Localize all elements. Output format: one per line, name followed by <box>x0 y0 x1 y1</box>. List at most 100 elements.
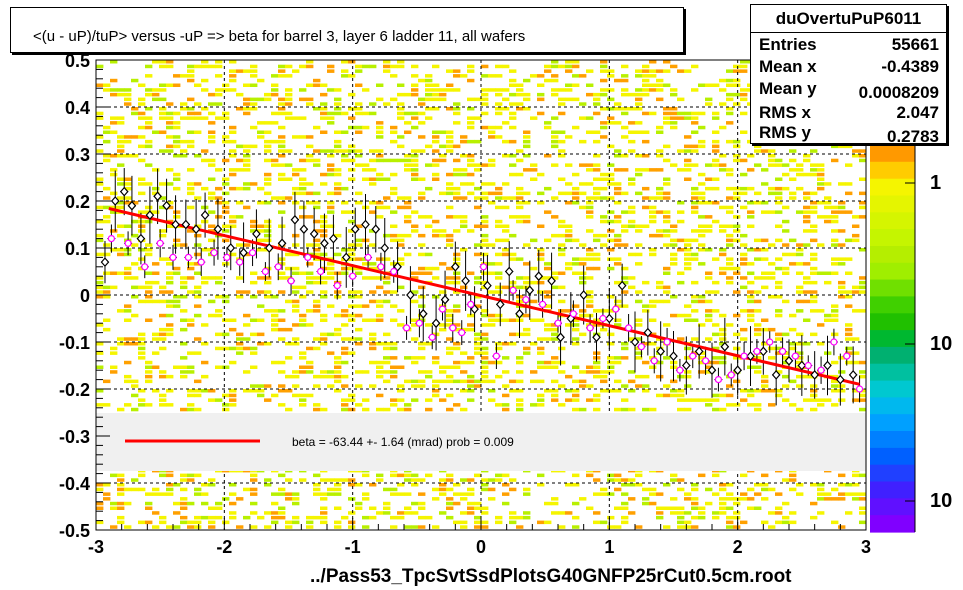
stats-row-mean-y: Mean y 0.0008209 <box>759 79 939 102</box>
data-point-magenta <box>377 263 385 271</box>
data-point-magenta <box>554 319 562 327</box>
data-point-magenta <box>390 267 398 276</box>
data-point-black <box>617 280 627 291</box>
stats-value: 0.2783 <box>887 127 939 146</box>
data-point-magenta <box>830 338 838 346</box>
stats-box: duOvertuPuP6011 Entries 55661 Mean x -0.43… <box>750 4 947 146</box>
data-point-black <box>483 280 492 291</box>
data-point-magenta <box>522 296 530 304</box>
palette-label: 1 <box>930 172 941 194</box>
data-point-black <box>495 299 505 310</box>
data-point-magenta <box>701 357 710 365</box>
data-point-black <box>329 233 338 244</box>
data-point-magenta <box>778 347 787 355</box>
stats-label: Mean y <box>759 79 817 98</box>
data-point-magenta <box>438 305 447 313</box>
data-point-black <box>299 224 309 235</box>
stats-label: Entries <box>759 35 817 54</box>
data-point-magenta <box>599 314 607 323</box>
data-point-black <box>371 224 381 235</box>
data-point-magenta <box>817 366 825 374</box>
data-point-black <box>733 365 742 376</box>
data-point-magenta <box>753 347 761 355</box>
data-point-magenta <box>349 272 357 280</box>
data-point-magenta <box>804 361 812 370</box>
data-point-magenta <box>274 263 282 271</box>
data-point-black <box>162 200 171 211</box>
stats-row-mean-x: Mean x -0.4389 <box>759 57 939 79</box>
y-tick-label: -0.1 <box>59 333 90 353</box>
data-point-magenta <box>304 253 312 261</box>
data-point-black <box>797 360 807 371</box>
color-palette: 1 10 10 <box>870 145 952 533</box>
data-point-black <box>504 266 514 277</box>
data-point-black <box>451 261 460 272</box>
data-point-black <box>153 191 162 202</box>
data-point-black <box>341 252 351 263</box>
heatmap-cells <box>96 60 867 529</box>
data-point-black <box>656 346 665 357</box>
data-point-black <box>556 332 565 343</box>
data-point-black <box>823 360 832 371</box>
data-point-black <box>682 360 691 371</box>
y-tick-label: -0.4 <box>59 474 90 494</box>
data-point-black <box>110 196 120 206</box>
data-point-magenta <box>689 352 697 360</box>
y-tick-label: 0 <box>80 286 90 306</box>
data-point-black <box>440 294 450 305</box>
y-tick-label: 0.4 <box>65 98 90 118</box>
data-point-black <box>630 337 640 347</box>
data-point-black <box>136 233 146 244</box>
data-point-magenta <box>612 305 620 313</box>
data-point-magenta <box>843 352 851 360</box>
fit-line <box>108 207 860 386</box>
stats-label: RMS y <box>759 123 811 142</box>
data-point-magenta <box>415 319 423 327</box>
data-point-black <box>720 341 730 352</box>
data-point-magenta <box>458 329 466 337</box>
data-point-black <box>380 243 390 253</box>
data-point-magenta <box>676 366 684 374</box>
data-point-magenta <box>141 263 149 271</box>
data-point-magenta <box>197 258 205 266</box>
data-point-magenta <box>316 267 325 276</box>
title-box: <(u - uP)/tuP> versus -uP => beta for ba… <box>10 7 684 53</box>
file-label: ../Pass53_TpcSvtSsdPlotsG40GNFP25rCut0.5… <box>310 566 792 587</box>
data-point-magenta <box>509 286 517 294</box>
y-tick-label: -0.2 <box>59 380 90 400</box>
data-point-magenta <box>333 282 341 290</box>
axes: -3 -2 -1 0 1 2 3 -0.5 -0.4 -0.3 -0.2 -0.1 0 0.1 0.2 0.3… <box>59 51 871 557</box>
data-point-black <box>226 243 236 253</box>
data-point-magenta <box>479 263 488 271</box>
legend-text: beta = -63.44 +- 1.64 (mrad) prob = 0.00… <box>292 435 514 449</box>
stats-name: duOvertuPuP6011 <box>751 5 946 33</box>
data-point-black <box>810 369 819 380</box>
data-point-magenta <box>637 343 646 351</box>
y-tick-label: 0.3 <box>65 145 90 165</box>
data-point-magenta <box>727 371 735 379</box>
data-point-magenta <box>107 235 116 243</box>
data-point-black <box>547 275 556 286</box>
palette-label: 10 <box>930 333 952 355</box>
y-tick-label: 0.2 <box>65 192 90 212</box>
data-point-black <box>309 228 319 239</box>
data-point-magenta <box>428 333 436 341</box>
data-point-magenta <box>624 324 633 332</box>
data-point-black <box>181 219 191 230</box>
data-point-black <box>277 238 287 249</box>
stats-label: Mean x <box>759 57 817 76</box>
y-tick-label: -0.5 <box>59 521 90 541</box>
data-markers <box>100 186 864 393</box>
data-point-black <box>418 308 428 319</box>
data-point-black <box>119 186 129 197</box>
stats-value: 0.0008209 <box>858 83 939 102</box>
data-point-black <box>239 247 248 258</box>
data-point-magenta <box>740 352 748 360</box>
x-tick-label: 3 <box>861 537 871 557</box>
data-point-magenta <box>210 249 218 257</box>
data-point-magenta <box>714 376 723 384</box>
data-point-black <box>534 271 544 282</box>
data-point-magenta <box>449 324 457 332</box>
data-point-magenta <box>248 249 257 257</box>
